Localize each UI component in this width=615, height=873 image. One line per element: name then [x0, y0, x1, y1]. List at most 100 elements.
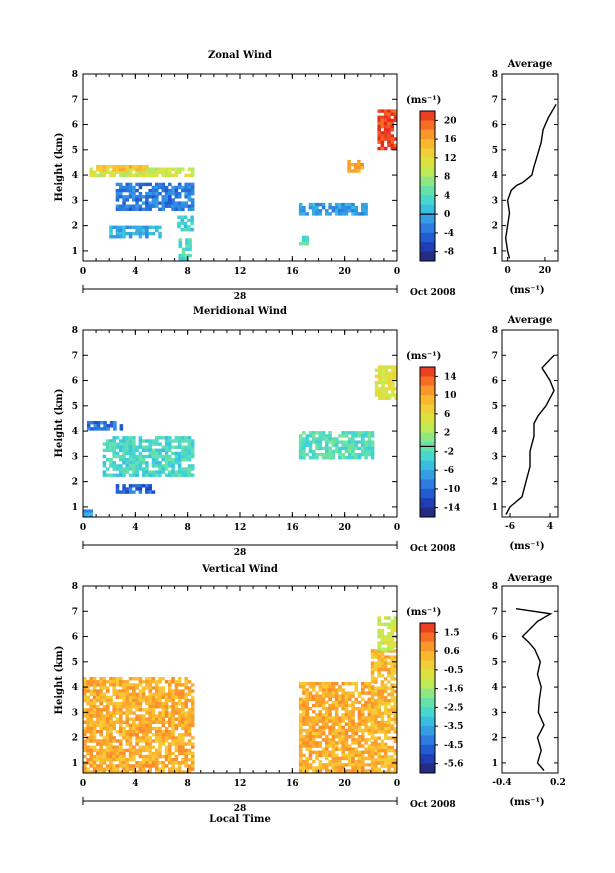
heatmap-cell: [351, 710, 355, 714]
heatmap-cell: [341, 691, 345, 695]
heatmap-cell: [132, 451, 136, 456]
heatmap-cell: [164, 705, 169, 709]
heatmap-cell: [305, 238, 309, 243]
heatmap-cell: [102, 714, 107, 718]
heatmap-cell: [334, 707, 339, 711]
heatmap-cell: [184, 201, 188, 205]
heatmap-cell: [393, 714, 397, 719]
heatmap-cell: [145, 680, 149, 684]
heatmap-cell: [99, 698, 103, 703]
heatmap-cell: [308, 722, 313, 726]
heatmap-cell: [328, 212, 332, 216]
heatmap-cell: [86, 708, 90, 712]
average-y-tick-label: 7: [492, 607, 498, 617]
colorbar-band: [420, 223, 435, 234]
heatmap-cell: [383, 146, 388, 151]
heatmap-cell: [390, 699, 395, 703]
heatmap-cell: [102, 748, 107, 753]
heatmap-cell: [148, 754, 152, 759]
heatmap-cell: [351, 766, 355, 770]
heatmap-cell: [302, 719, 306, 723]
heatmap-cell: [122, 473, 126, 477]
heatmap-cell: [158, 686, 162, 690]
heatmap-cell: [158, 451, 162, 456]
heatmap-cell: [168, 705, 172, 709]
heatmap-cell: [168, 195, 172, 199]
heatmap-cell: [308, 206, 313, 210]
heatmap-cell: [109, 680, 113, 684]
heatmap-cell: [328, 202, 332, 207]
heatmap-cell: [158, 467, 162, 471]
heatmap-cell: [351, 735, 355, 739]
heatmap-cell: [187, 458, 192, 462]
heatmap-cell: [171, 767, 175, 771]
heatmap-cell: [315, 452, 319, 457]
heatmap-cell: [391, 374, 395, 379]
heatmap-cell: [312, 766, 316, 770]
heatmap-cell: [390, 671, 395, 675]
heatmap-cell: [83, 764, 87, 768]
heatmap-cell: [148, 695, 152, 700]
heatmap-cell: [338, 697, 342, 702]
heatmap-cell: [387, 674, 391, 678]
heatmap-cell: [390, 770, 395, 773]
heatmap-cell: [161, 470, 166, 474]
vertical-wind-xlabel: Local Time: [209, 814, 271, 825]
heatmap-cell: [380, 695, 385, 700]
zonal-wind-panel: Zonal Wind Height (km) 0 4 8 12 16 20 01234567…: [54, 50, 559, 302]
heatmap-cell: [125, 683, 130, 687]
heatmap-cell: [161, 436, 166, 440]
colorbar-tick-label: 10: [444, 391, 457, 401]
heatmap-cell: [305, 700, 309, 705]
heatmap-cell: [370, 677, 375, 681]
heatmap-cell: [141, 720, 146, 725]
heatmap-cell: [148, 723, 152, 728]
heatmap-cell: [347, 446, 352, 451]
heatmap-cell: [187, 717, 192, 721]
heatmap-cell: [112, 451, 116, 456]
heatmap-cell: [181, 204, 185, 208]
heatmap-cell: [374, 374, 379, 379]
heatmap-cell: [380, 683, 385, 687]
heatmap-cell: [128, 767, 133, 771]
heatmap-cell: [132, 695, 136, 700]
colorbar-band: [420, 423, 435, 434]
colorbar-band: [420, 669, 435, 680]
heatmap-cell: [122, 487, 126, 491]
heatmap-cell: [135, 708, 139, 712]
heatmap-cell: [318, 688, 323, 692]
heatmap-cell: [391, 384, 395, 388]
heatmap-cell: [181, 695, 185, 700]
heatmap-cell: [328, 759, 332, 764]
average-profile-line: [515, 608, 553, 771]
heatmap-cell: [312, 456, 316, 460]
heatmap-cell: [115, 204, 120, 208]
heatmap-cell: [177, 204, 182, 208]
heatmap-cell: [155, 228, 159, 233]
heatmap-cell: [318, 434, 323, 438]
heatmap-cell: [390, 619, 395, 623]
heatmap-cell: [187, 708, 192, 712]
heatmap-cell: [378, 374, 382, 379]
heatmap-cell: [384, 396, 389, 400]
heatmap-cell: [128, 708, 133, 712]
average-y-tick-label: 7: [492, 95, 498, 105]
heatmap-cell: [125, 165, 130, 169]
heatmap-cell: [102, 739, 107, 743]
heatmap-cell: [112, 745, 116, 749]
heatmap-cell: [380, 638, 385, 642]
heatmap-cell: [187, 439, 192, 443]
heatmap-cell: [393, 767, 397, 772]
heatmap-cell: [351, 437, 355, 441]
heatmap-cell: [354, 753, 359, 758]
heatmap-cell: [171, 167, 175, 171]
heatmap-cell: [364, 206, 368, 210]
heatmap-cell: [321, 456, 326, 460]
heatmap-cell: [357, 759, 362, 764]
heatmap-cell: [387, 638, 391, 642]
heatmap-cell: [96, 689, 100, 693]
heatmap-cell: [132, 225, 136, 230]
heatmap-cell: [370, 680, 375, 684]
heatmap-cell: [161, 677, 166, 681]
heatmap-cell: [145, 195, 149, 199]
